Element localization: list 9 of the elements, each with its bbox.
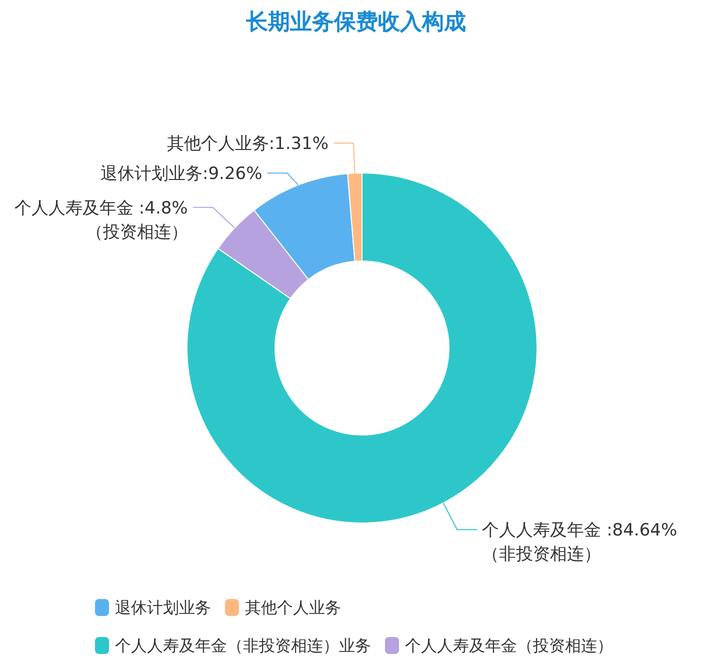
legend-label: 个人人寿及年金（投资相连） xyxy=(405,636,613,655)
data-label: 其他个人业务:1.31% xyxy=(166,134,329,154)
legend-label: 个人人寿及年金（非投资相连）业务 xyxy=(115,636,371,655)
legend-label: 其他个人业务 xyxy=(245,598,341,617)
data-label: 个人人寿及年金 :4.8% （投资相连） xyxy=(14,198,188,242)
data-label: 退休计划业务:9.26% xyxy=(100,164,262,184)
legend-label: 退休计划业务 xyxy=(115,598,211,617)
data-label: 个人人寿及年金 :84.64% （非投资相连） xyxy=(482,520,678,565)
chart-title: 长期业务保费收入构成 xyxy=(245,10,466,35)
